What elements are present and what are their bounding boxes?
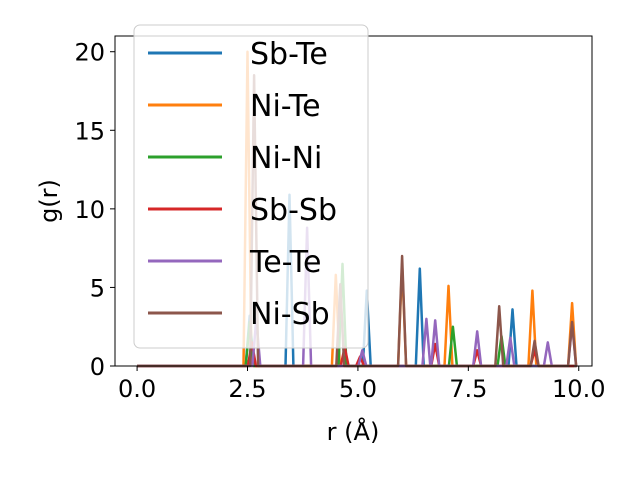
x-tick-label: 7.5 [449,375,487,403]
x-tick-label: 0.0 [118,375,156,403]
y-tick-label: 20 [74,39,105,67]
legend-label-ni-ni: Ni-Ni [250,141,322,176]
legend: Sb-Te Ni-Te Ni-Ni Sb-Sb Te-Te Ni-Sb [133,24,369,349]
y-axis-ticks: 0 5 10 15 20 [74,39,115,381]
legend-label-ni-te: Ni-Te [250,89,321,124]
y-tick-label: 0 [90,353,105,381]
legend-label-sb-te: Sb-Te [250,37,328,72]
x-tick-label: 2.5 [228,375,266,403]
x-axis-label: r (Å) [327,417,380,446]
legend-label-te-te: Te-Te [249,245,321,280]
x-tick-label: 10.0 [552,375,605,403]
legend-label-ni-sb: Ni-Sb [250,297,330,332]
x-tick-label: 5.0 [339,375,377,403]
legend-label-sb-sb: Sb-Sb [250,193,337,228]
y-axis-label: g(r) [35,179,63,223]
y-tick-label: 10 [74,196,105,224]
x-axis-ticks: 0.0 2.5 5.0 7.5 10.0 [118,366,605,403]
y-tick-label: 15 [74,117,105,145]
y-tick-label: 5 [90,274,105,302]
